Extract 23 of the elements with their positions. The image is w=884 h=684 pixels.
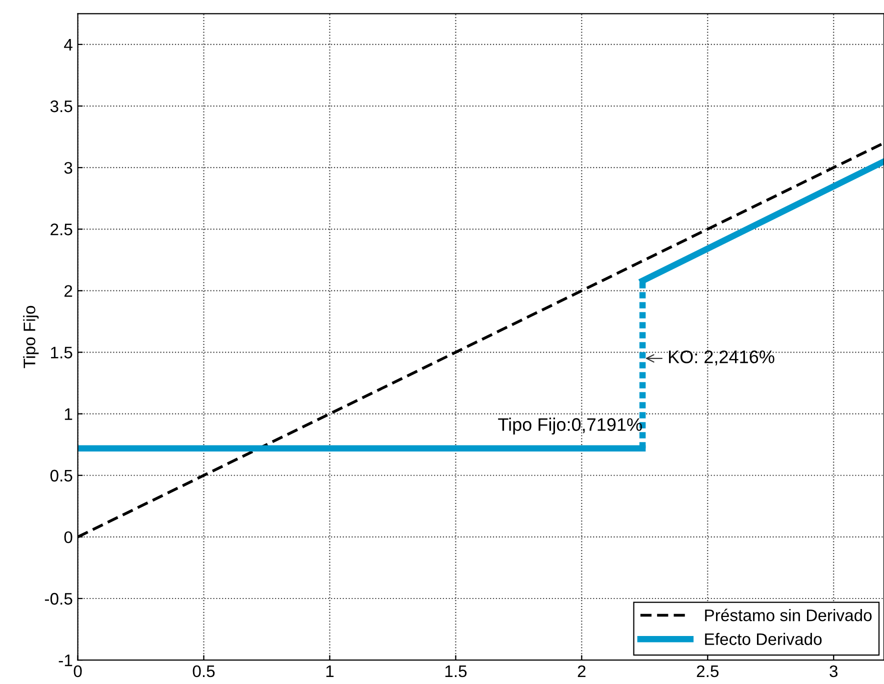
y-tick-label: 1.5	[51, 346, 72, 358]
y-tick-label: 3	[64, 162, 72, 174]
legend-label: Efecto Derivado	[705, 632, 822, 646]
y-tick-label: 2.5	[50, 224, 72, 236]
y-tick-label: 1	[64, 408, 72, 420]
y-tick-label: 0	[64, 531, 72, 544]
y-tick-label: -1	[58, 654, 72, 666]
annotation: KO: 2,2416%	[669, 350, 774, 366]
y-axis-title: Tipo Fijo	[23, 306, 39, 368]
x-tick-label: 2.5	[696, 665, 719, 678]
legend-label: Préstamo sin Derivado	[705, 608, 872, 622]
y-tick-label: 2	[64, 285, 72, 297]
annotation: Tipo Fijo:0,7191%	[498, 418, 642, 435]
x-tick-label: 3	[830, 665, 838, 678]
y-tick-label: -0.5	[44, 592, 72, 605]
x-tick-label: 2	[578, 665, 586, 677]
x-tick-label: 1	[326, 666, 334, 677]
y-tick-label: 4	[64, 39, 72, 50]
y-tick-label: 3.5	[50, 100, 72, 112]
y-tick-label: 0.5	[50, 470, 72, 482]
x-tick-label: 0	[74, 665, 82, 678]
x-tick-label: 0.5	[192, 665, 215, 678]
x-tick-label: 1.5	[445, 666, 467, 678]
